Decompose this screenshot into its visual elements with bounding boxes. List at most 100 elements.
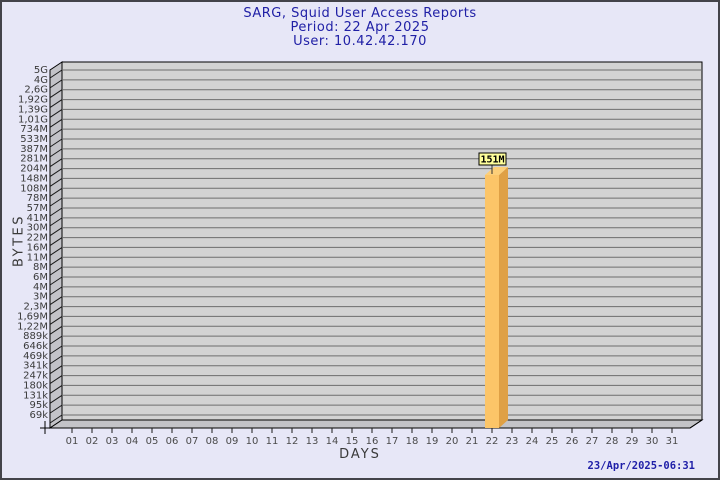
floor xyxy=(48,419,704,429)
y-tick xyxy=(49,89,63,99)
bar-day-22 xyxy=(485,175,499,428)
y-tick xyxy=(49,375,63,384)
y-tick xyxy=(49,247,63,256)
y-tick-label: 5G xyxy=(34,65,48,76)
y-tick-label: 4G xyxy=(34,75,48,86)
y-tick xyxy=(49,335,63,345)
x-tick-label: 15 xyxy=(346,436,359,447)
y-tick-label: 4M xyxy=(33,282,48,293)
y-tick xyxy=(49,256,63,266)
y-tick xyxy=(49,138,63,148)
plot-area xyxy=(61,61,703,421)
y-tick-label: 22M xyxy=(27,233,48,244)
x-tick-label: 20 xyxy=(446,436,459,447)
x-tick-label: 21 xyxy=(466,436,479,447)
x-tick-label: 14 xyxy=(326,436,339,447)
x-tick-label: 07 xyxy=(186,436,199,447)
y-tick xyxy=(49,148,63,158)
x-tick-label: 27 xyxy=(586,436,599,447)
chart-user: User: 10.42.42.170 xyxy=(293,34,427,49)
x-tick-label: 08 xyxy=(206,436,219,447)
y-tick-label: 889k xyxy=(23,331,48,342)
y-tick xyxy=(49,69,63,79)
y-tick-label: 78M xyxy=(27,193,48,204)
y-tick xyxy=(49,286,63,296)
y-tick-label: 16M xyxy=(27,242,48,253)
y-tick-label: 69k xyxy=(29,410,48,421)
x-tick-label: 17 xyxy=(386,436,399,447)
y-tick-label: 108M xyxy=(20,183,48,194)
y-tick xyxy=(49,227,63,237)
y-tick-label: 131k xyxy=(23,390,48,401)
x-tick-label: 16 xyxy=(366,436,379,447)
chart-header: SARG, Squid User Access Reports Period: … xyxy=(2,7,718,49)
bar-side-face xyxy=(499,167,508,428)
x-tick-label: 29 xyxy=(626,436,639,447)
x-tick-label: 05 xyxy=(146,436,159,447)
y-tick xyxy=(49,394,63,404)
y-tick-label: 734M xyxy=(20,124,48,135)
value-label-box xyxy=(478,152,507,166)
y-tick-label: 1,22M xyxy=(17,321,48,332)
value-label-text: 151M xyxy=(480,155,504,166)
y-tick xyxy=(49,79,63,89)
x-tick-label: 04 xyxy=(126,436,139,447)
y-tick-label: 341k xyxy=(23,361,48,372)
y-tick-label: 8M xyxy=(33,262,48,273)
x-tick-label: 19 xyxy=(426,436,439,447)
y-tick-label: 204M xyxy=(20,164,48,175)
bar-top-face xyxy=(485,167,508,175)
y-tick-label: 247k xyxy=(23,371,48,382)
x-axis-title: DAYS xyxy=(339,447,381,462)
y-tick xyxy=(49,217,63,227)
y-tick-label: 646k xyxy=(23,341,48,352)
y-tick-label: 30M xyxy=(27,223,48,234)
y-tick xyxy=(49,414,63,424)
x-tick-label: 01 xyxy=(66,436,79,447)
y-tick-label: 148M xyxy=(20,173,48,184)
y-tick-label: 533M xyxy=(20,134,48,145)
x-tick-label: 23 xyxy=(506,436,519,447)
y-tick xyxy=(49,187,63,197)
x-tick-label: 26 xyxy=(566,436,579,447)
y-tick-label: 57M xyxy=(27,203,48,214)
y-tick xyxy=(49,276,63,286)
x-tick-label: 03 xyxy=(106,436,119,447)
y-tick-label: 1,01G xyxy=(18,114,48,125)
y-tick xyxy=(49,118,63,128)
y-tick-label: 469k xyxy=(23,351,48,362)
y-tick-label: 2,6G xyxy=(24,85,48,96)
x-tick-label: 10 xyxy=(246,436,259,447)
x-tick-label: 24 xyxy=(526,436,539,447)
y-tick xyxy=(49,266,63,276)
y-tick-label: 2,3M xyxy=(23,302,48,313)
y-tick xyxy=(49,316,63,325)
y-tick-label: 1,69M xyxy=(17,311,48,322)
y-tick xyxy=(49,178,63,187)
y-tick xyxy=(49,325,63,335)
y-tick xyxy=(49,168,63,177)
y-tick xyxy=(49,128,63,138)
y-tick xyxy=(49,197,63,207)
y-tick-label: 41M xyxy=(27,213,48,224)
y-axis-title: BYTES xyxy=(11,213,27,268)
chart-title: SARG, Squid User Access Reports xyxy=(243,6,477,21)
y-tick xyxy=(49,109,63,118)
y-tick xyxy=(49,99,63,108)
y-tick-label: 3M xyxy=(33,292,48,303)
y-tick xyxy=(49,237,63,246)
x-tick-label: 31 xyxy=(666,436,679,447)
y-tick xyxy=(49,355,63,365)
generation-timestamp: 23/Apr/2025-06:31 xyxy=(587,460,695,472)
y-tick-label: 1,92G xyxy=(18,95,48,106)
y-tick xyxy=(49,404,63,414)
x-tick-label: 28 xyxy=(606,436,619,447)
y-tick xyxy=(49,158,63,168)
y-tick-label: 387M xyxy=(20,144,48,155)
y-tick-label: 95k xyxy=(29,400,48,411)
x-tick-label: 09 xyxy=(226,436,239,447)
x-tick-label: 12 xyxy=(286,436,299,447)
x-tick-label: 30 xyxy=(646,436,659,447)
y-tick-label: 281M xyxy=(20,154,48,165)
